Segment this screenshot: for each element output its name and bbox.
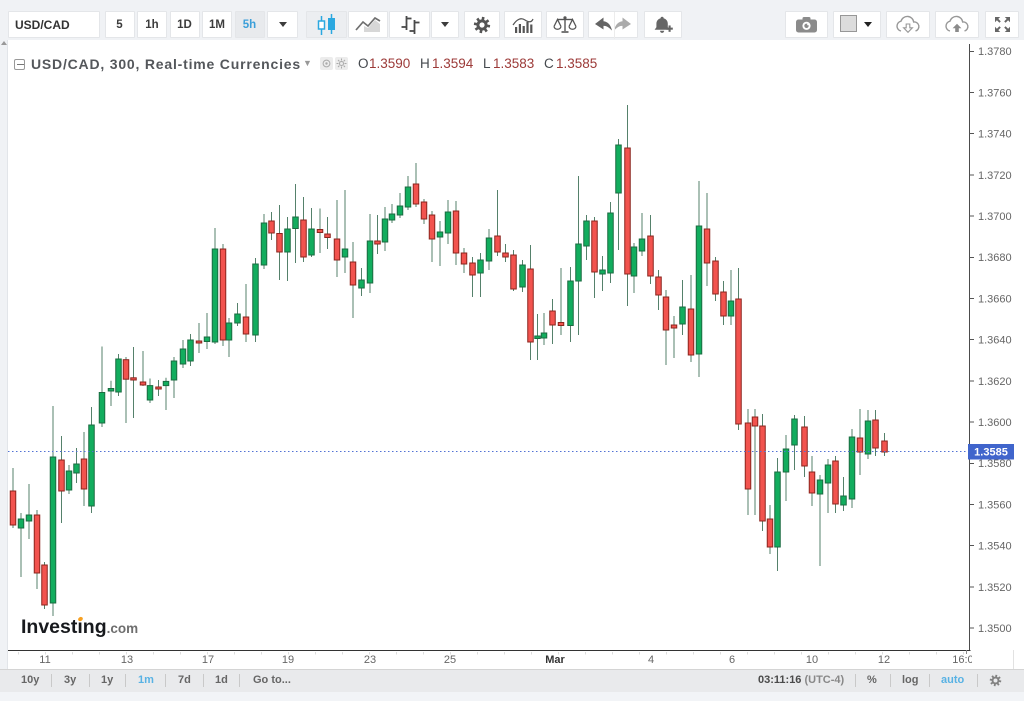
svg-text:1.3600: 1.3600	[978, 417, 1012, 429]
svg-text:1.3540: 1.3540	[978, 541, 1012, 553]
svg-text:23: 23	[364, 654, 376, 666]
svg-text:1.3640: 1.3640	[978, 335, 1012, 347]
svg-text:1.3760: 1.3760	[978, 87, 1012, 99]
svg-text:1.3620: 1.3620	[978, 376, 1012, 388]
svg-text:17: 17	[202, 654, 214, 666]
svg-text:1.3740: 1.3740	[978, 129, 1012, 141]
svg-text:19: 19	[282, 654, 294, 666]
svg-text:Mar: Mar	[545, 654, 565, 666]
svg-text:1.3500: 1.3500	[978, 623, 1012, 635]
svg-text:1.3520: 1.3520	[978, 582, 1012, 594]
svg-text:1.3560: 1.3560	[978, 499, 1012, 511]
svg-text:13: 13	[121, 654, 133, 666]
svg-text:25: 25	[444, 654, 456, 666]
svg-text:1.3580: 1.3580	[978, 458, 1012, 470]
svg-text:1.3780: 1.3780	[978, 46, 1012, 58]
svg-text:1.3585: 1.3585	[974, 447, 1008, 459]
svg-text:4: 4	[648, 654, 654, 666]
svg-text:1.3660: 1.3660	[978, 293, 1012, 305]
svg-text:1.3680: 1.3680	[978, 252, 1012, 264]
svg-text:11: 11	[39, 654, 50, 666]
svg-text:6: 6	[729, 654, 735, 666]
svg-text:10: 10	[806, 654, 818, 666]
svg-text:12: 12	[878, 654, 890, 666]
svg-text:1.3700: 1.3700	[978, 211, 1012, 223]
svg-text:1.3720: 1.3720	[978, 170, 1012, 182]
